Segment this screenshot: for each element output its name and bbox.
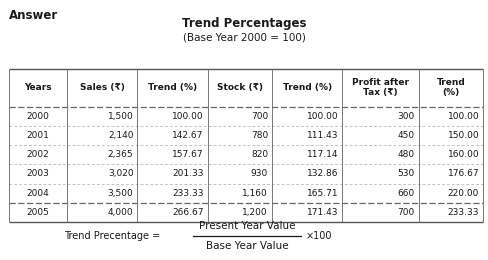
Text: 820: 820 bbox=[250, 150, 267, 159]
Text: Present Year Value: Present Year Value bbox=[198, 222, 295, 231]
Text: Trend (%): Trend (%) bbox=[148, 83, 197, 92]
Text: 233.33: 233.33 bbox=[447, 208, 478, 217]
Text: 220.00: 220.00 bbox=[447, 189, 478, 198]
Text: 117.14: 117.14 bbox=[306, 150, 338, 159]
Text: (Base Year 2000 = 100): (Base Year 2000 = 100) bbox=[183, 32, 305, 42]
Text: 3,500: 3,500 bbox=[107, 189, 133, 198]
Text: 165.71: 165.71 bbox=[306, 189, 338, 198]
Text: 700: 700 bbox=[250, 112, 267, 121]
Text: 266.67: 266.67 bbox=[172, 208, 203, 217]
Text: ×100: ×100 bbox=[305, 231, 331, 241]
Text: 300: 300 bbox=[397, 112, 414, 121]
Text: 176.67: 176.67 bbox=[447, 170, 478, 178]
Text: Trend Precentage =: Trend Precentage = bbox=[63, 231, 163, 241]
Text: 1,160: 1,160 bbox=[242, 189, 267, 198]
Text: 4,000: 4,000 bbox=[107, 208, 133, 217]
Text: 132.86: 132.86 bbox=[306, 170, 338, 178]
Text: Trend Percentages: Trend Percentages bbox=[182, 17, 306, 30]
Text: 142.67: 142.67 bbox=[172, 131, 203, 140]
Text: 2,365: 2,365 bbox=[107, 150, 133, 159]
Text: 171.43: 171.43 bbox=[306, 208, 338, 217]
Text: Stock (₹): Stock (₹) bbox=[216, 83, 263, 92]
Text: 1,500: 1,500 bbox=[107, 112, 133, 121]
Text: 2,140: 2,140 bbox=[108, 131, 133, 140]
Text: 160.00: 160.00 bbox=[447, 150, 478, 159]
Text: 780: 780 bbox=[250, 131, 267, 140]
Text: 2000: 2000 bbox=[26, 112, 49, 121]
Text: 2003: 2003 bbox=[26, 170, 49, 178]
Text: Trend
(%): Trend (%) bbox=[436, 78, 465, 98]
Text: 3,020: 3,020 bbox=[107, 170, 133, 178]
Text: 450: 450 bbox=[397, 131, 414, 140]
Text: 2005: 2005 bbox=[26, 208, 49, 217]
Text: 157.67: 157.67 bbox=[172, 150, 203, 159]
Text: 100.00: 100.00 bbox=[306, 112, 338, 121]
Text: 2002: 2002 bbox=[26, 150, 49, 159]
Text: 700: 700 bbox=[397, 208, 414, 217]
Text: 930: 930 bbox=[250, 170, 267, 178]
Text: Profit after
Tax (₹): Profit after Tax (₹) bbox=[351, 78, 408, 98]
Text: 480: 480 bbox=[397, 150, 414, 159]
Text: 201.33: 201.33 bbox=[172, 170, 203, 178]
Text: Base Year Value: Base Year Value bbox=[205, 241, 287, 251]
Text: Sales (₹): Sales (₹) bbox=[80, 83, 124, 92]
Text: Years: Years bbox=[24, 83, 52, 92]
Text: Trend (%): Trend (%) bbox=[282, 83, 331, 92]
Text: 150.00: 150.00 bbox=[447, 131, 478, 140]
Text: 2001: 2001 bbox=[26, 131, 49, 140]
Text: 100.00: 100.00 bbox=[172, 112, 203, 121]
Text: 660: 660 bbox=[397, 189, 414, 198]
Text: 530: 530 bbox=[397, 170, 414, 178]
Text: 2004: 2004 bbox=[26, 189, 49, 198]
Text: 111.43: 111.43 bbox=[306, 131, 338, 140]
Text: 1,200: 1,200 bbox=[242, 208, 267, 217]
Text: 100.00: 100.00 bbox=[447, 112, 478, 121]
Text: Answer: Answer bbox=[9, 9, 58, 22]
Text: 233.33: 233.33 bbox=[172, 189, 203, 198]
